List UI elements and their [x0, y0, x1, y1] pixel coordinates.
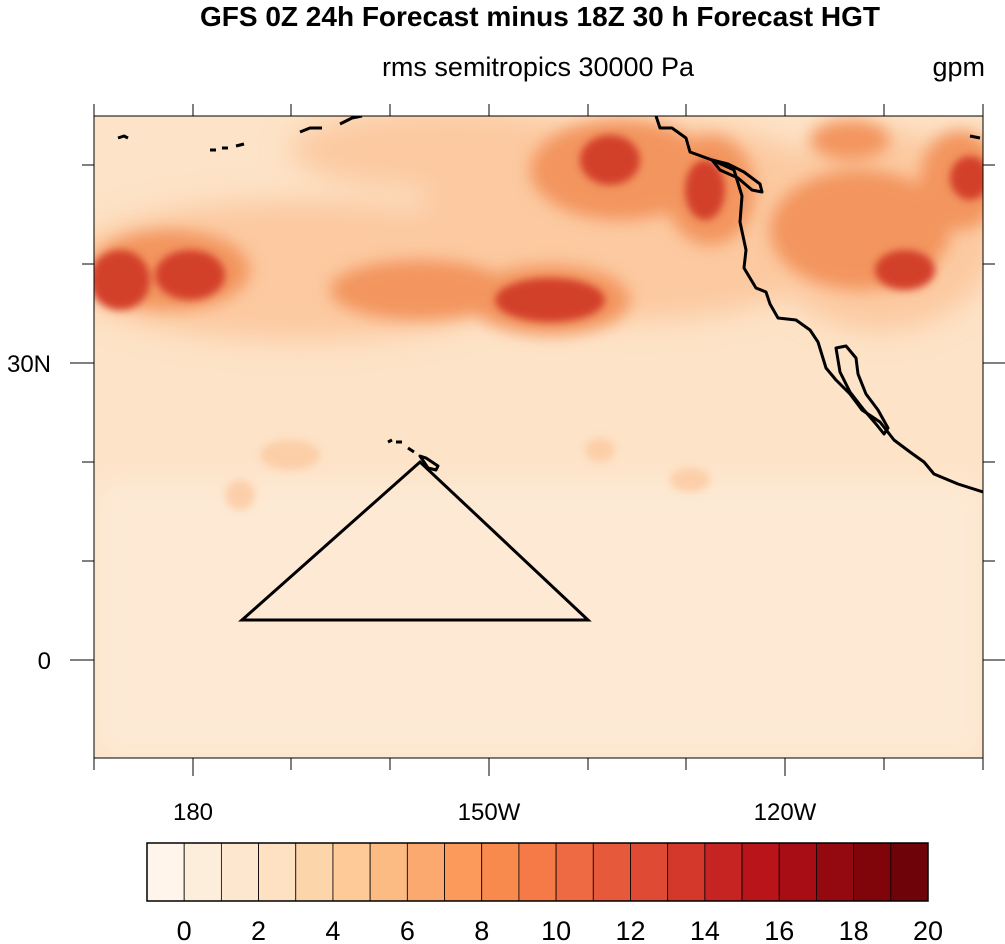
colorbar-label: 18	[839, 916, 869, 944]
coastlines	[117, 116, 983, 494]
units-label: gpm	[932, 52, 985, 82]
colorbar-box	[258, 842, 297, 902]
lon-label-150w: 150W	[458, 799, 521, 826]
tick-marks	[70, 104, 1005, 776]
colorbar-box	[146, 842, 185, 902]
colorbar-box	[555, 842, 594, 902]
colorbar-box	[816, 842, 855, 902]
max-blob	[580, 135, 640, 185]
lon-label-120w: 120W	[754, 799, 817, 826]
colorbar-label: 2	[251, 916, 266, 944]
colorbar-box	[630, 842, 669, 902]
max-blob	[155, 250, 225, 300]
colorbar-box	[444, 842, 483, 902]
map-title: GFS 0Z 24h Forecast minus 18Z 30 h Forec…	[200, 1, 880, 32]
colorbar-box	[890, 842, 929, 902]
region-triangle	[238, 459, 592, 622]
colorbar-box	[518, 842, 557, 902]
weak-blob	[260, 440, 320, 470]
colorbar-label: 10	[541, 916, 571, 944]
strong-blob	[810, 120, 890, 160]
colorbar-boxes	[146, 842, 929, 902]
colorbar-label: 14	[690, 916, 720, 944]
colorbar-labels: 0 2 4 6 8 10 12 14 16 18 20	[177, 916, 943, 944]
colorbar-label: 6	[400, 916, 415, 944]
max-blob	[495, 278, 605, 322]
weak-blob	[585, 438, 615, 462]
ne-coast	[969, 134, 981, 140]
max-blob	[875, 250, 935, 290]
vancouver-island	[710, 158, 764, 194]
field-weak-patches	[225, 438, 710, 510]
rms-field	[94, 116, 983, 758]
medium-blob	[290, 116, 610, 190]
north-america-coastline	[654, 116, 983, 494]
colorbar-box	[295, 842, 334, 902]
colorbar-box	[220, 842, 259, 902]
colorbar-label: 4	[325, 916, 340, 944]
weak-blob	[225, 480, 255, 510]
lat-label-0: 0	[38, 648, 51, 675]
strong-blob	[330, 260, 510, 320]
map-border	[93, 115, 984, 759]
colorbar-box	[332, 842, 371, 902]
map-frame	[70, 104, 1005, 776]
colorbar-box	[704, 842, 743, 902]
baja-peninsula	[834, 344, 890, 436]
aleutian-islands	[210, 142, 245, 152]
max-blob	[950, 156, 983, 200]
lat-label-30n: 30N	[7, 351, 51, 378]
colorbar-box	[741, 842, 780, 902]
map-subtitle: rms semitropics 30000 Pa	[382, 52, 695, 82]
field-max-cores	[94, 135, 983, 322]
max-blob	[685, 160, 725, 220]
colorbar-label: 20	[913, 916, 943, 944]
lon-label-180: 180	[173, 799, 213, 826]
colorbar-box	[406, 842, 445, 902]
colorbar-label: 0	[177, 916, 192, 944]
weak-blob	[670, 468, 710, 492]
colorbar-label: 8	[474, 916, 489, 944]
colorbar-box	[853, 842, 892, 902]
colorbar-box	[369, 842, 408, 902]
colorbar-box	[592, 842, 631, 902]
colorbar-box	[667, 842, 706, 902]
west-islands	[117, 134, 129, 140]
colorbar-box	[778, 842, 817, 902]
colorbar-box	[183, 842, 222, 902]
max-blob	[94, 250, 150, 310]
hawaiian-islands	[387, 438, 440, 472]
alaska-islands	[299, 116, 363, 134]
colorbar-box	[481, 842, 520, 902]
colorbar-label: 12	[615, 916, 645, 944]
colorbar-label: 16	[764, 916, 794, 944]
colorbar: 0 2 4 6 8 10 12 14 16 18 20	[146, 842, 943, 944]
colorbar-border	[146, 842, 929, 902]
